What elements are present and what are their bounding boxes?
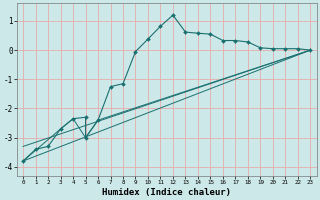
X-axis label: Humidex (Indice chaleur): Humidex (Indice chaleur) — [102, 188, 231, 197]
